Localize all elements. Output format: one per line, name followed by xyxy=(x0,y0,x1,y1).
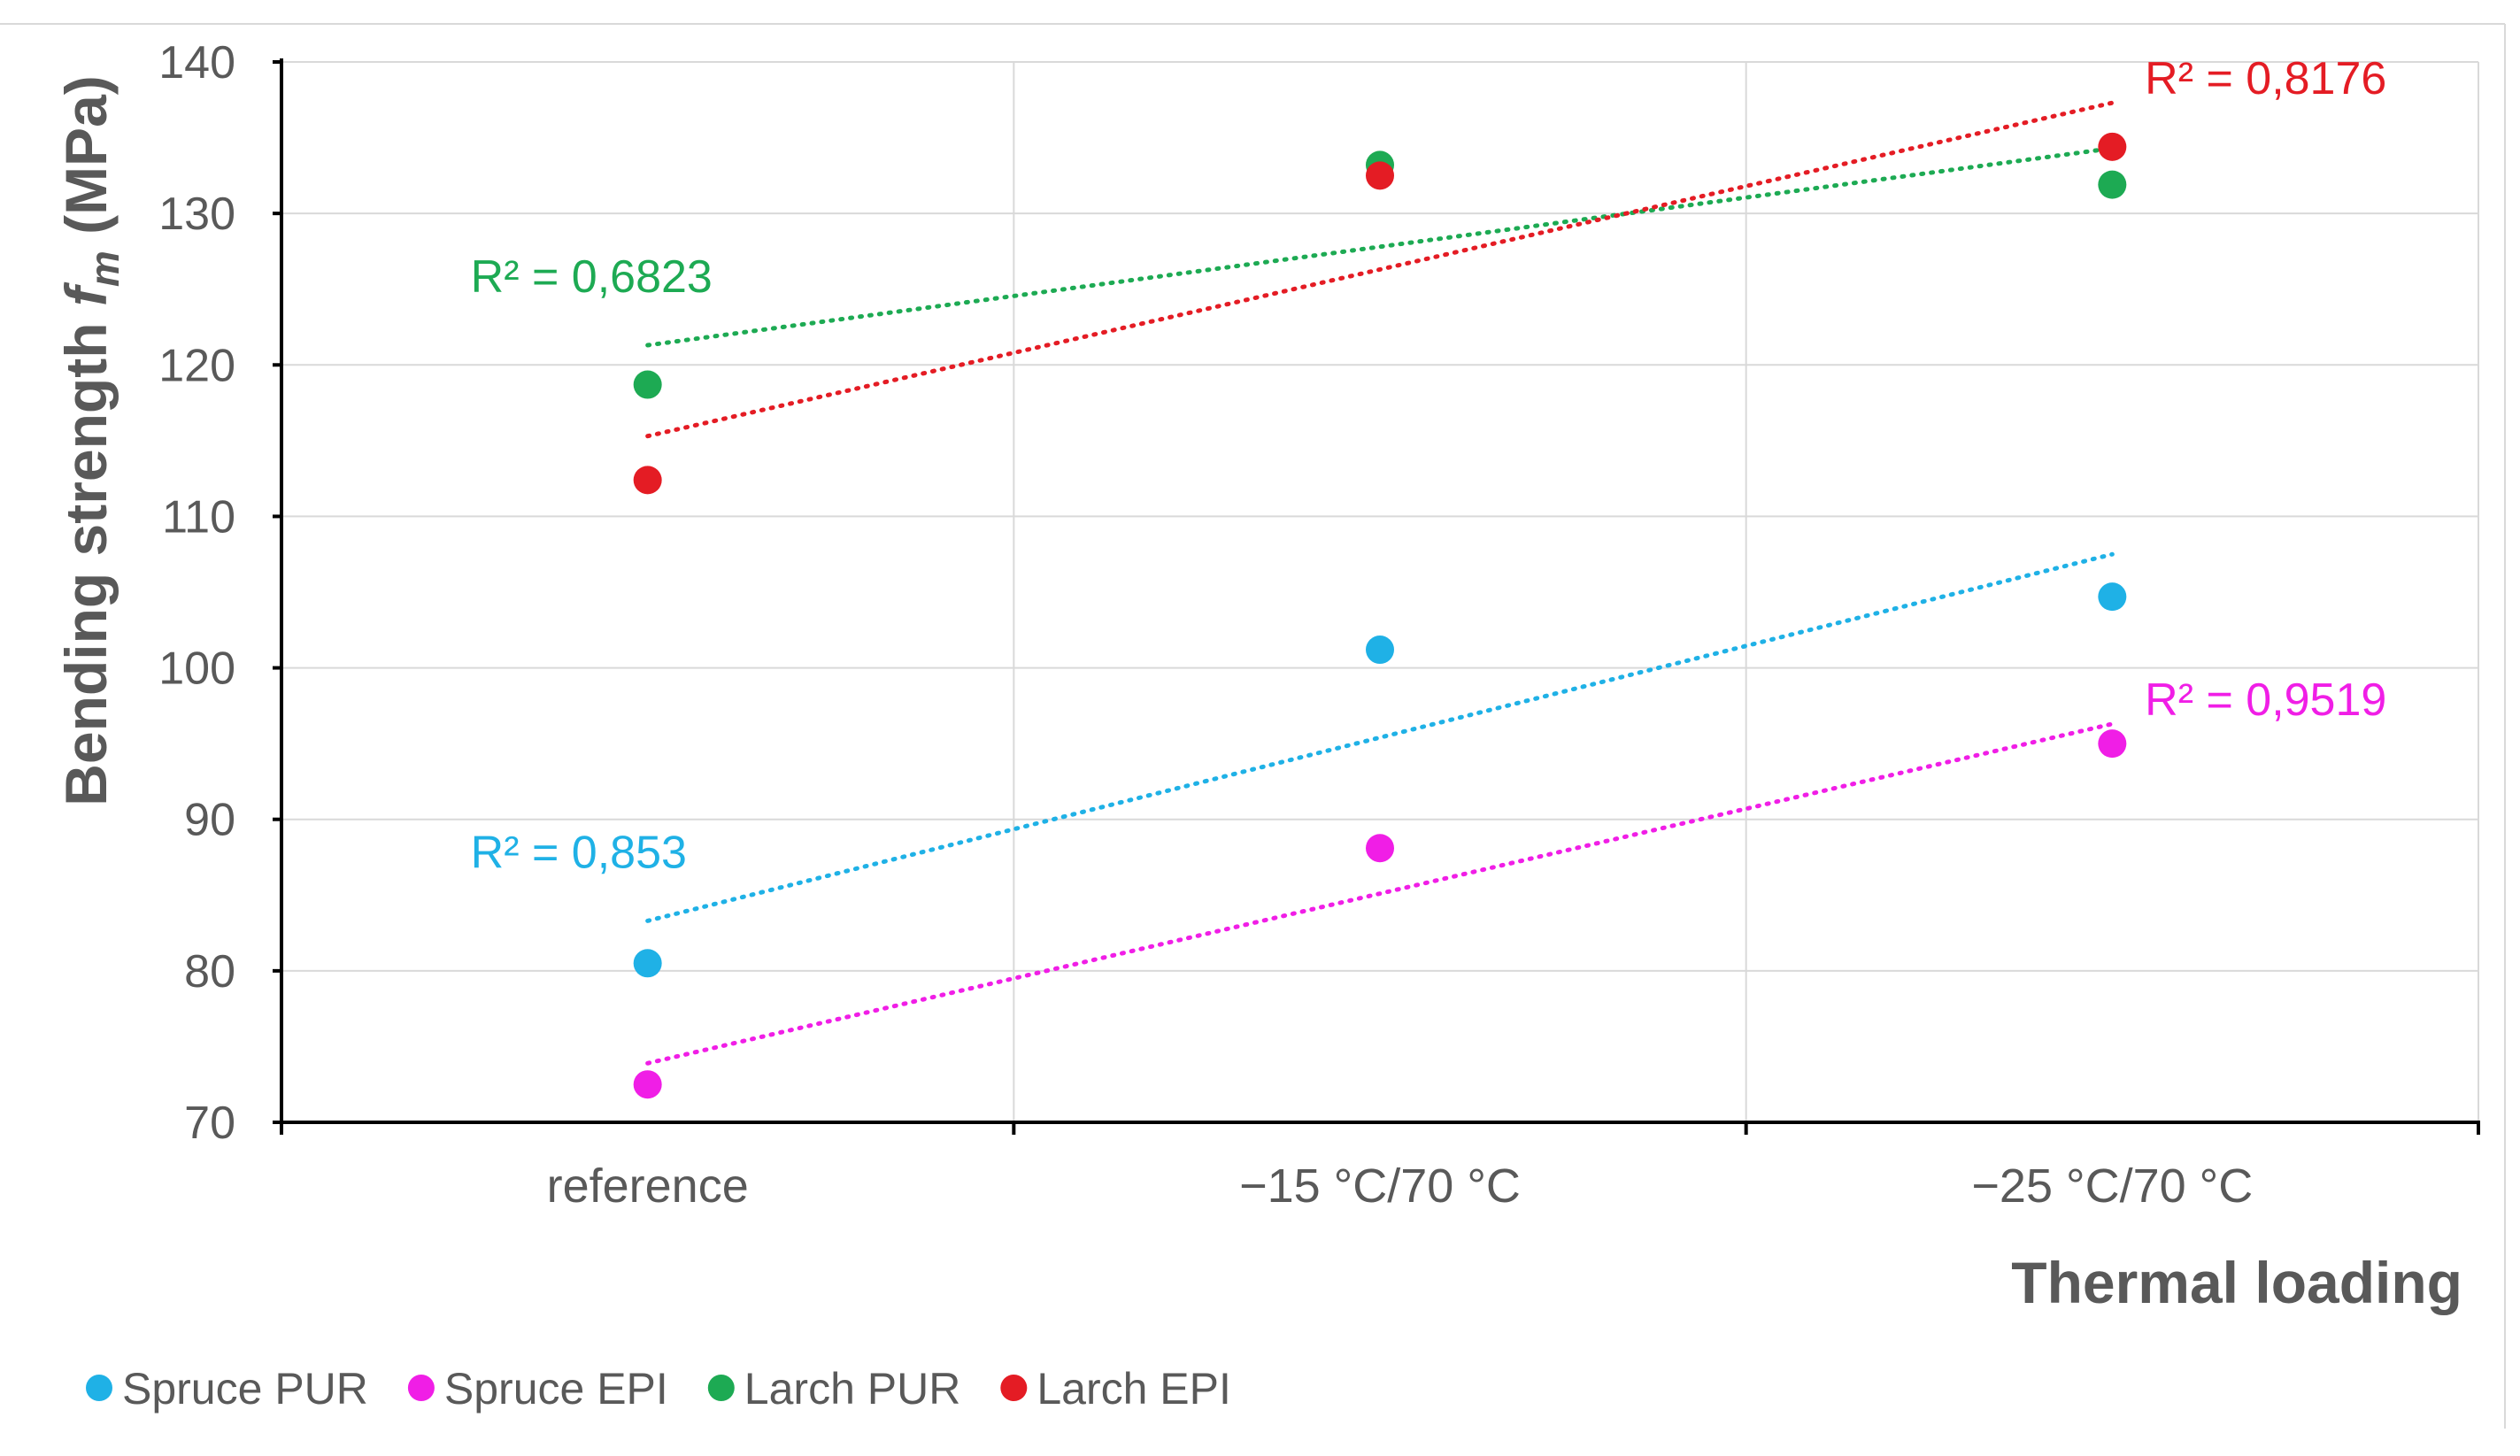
y-tick-label-100: 100 xyxy=(158,643,235,695)
legend-item-spruce-pur: Spruce PUR xyxy=(86,1364,368,1414)
y-axis-title-main: Bending strength xyxy=(53,306,119,806)
point-larch-epi-1 xyxy=(1366,161,1394,190)
x-category-label-2: −25 °C/70 °C xyxy=(1971,1159,2253,1213)
x-axis-title: Thermal loading xyxy=(2011,1250,2462,1315)
y-tick-label-140: 140 xyxy=(158,37,235,89)
legend-label-larch-epi: Larch EPI xyxy=(1037,1364,1231,1414)
legend-marker-larch-pur xyxy=(707,1375,735,1401)
legend-marker-spruce-epi xyxy=(407,1375,435,1401)
point-spruce-pur-2 xyxy=(2098,582,2127,612)
r2-label-spruce-epi: R² = 0,9519 xyxy=(2145,674,2386,726)
trendline-larch-pur xyxy=(645,146,2115,348)
y-axis-title-unit: (MPa) xyxy=(53,75,119,250)
y-tick-label-130: 130 xyxy=(158,189,235,240)
legend-item-spruce-epi: Spruce EPI xyxy=(407,1364,668,1414)
y-tick-label-70: 70 xyxy=(184,1098,235,1149)
legend-label-larch-pur: Larch PUR xyxy=(744,1364,961,1414)
legend-label-spruce-epi: Spruce EPI xyxy=(444,1364,668,1414)
point-spruce-epi-1 xyxy=(1366,834,1394,863)
trendline-spruce-epi xyxy=(645,721,2115,1066)
x-category-labels: reference −15 °C/70 °C −25 °C/70 °C xyxy=(547,1159,2254,1213)
point-larch-pur-2 xyxy=(2098,170,2127,199)
r2-label-larch-epi: R² = 0,8176 xyxy=(2145,53,2386,104)
point-spruce-pur-0 xyxy=(633,949,662,978)
point-larch-epi-0 xyxy=(633,466,662,495)
y-tick-labels: 70 80 90 100 110 120 130 140 xyxy=(158,37,235,1149)
point-spruce-epi-2 xyxy=(2098,729,2127,759)
legend: Spruce PUR Spruce EPI Larch PUR Larch EPI xyxy=(86,1364,1231,1414)
legend-item-larch-pur: Larch PUR xyxy=(707,1364,961,1414)
y-tick-label-90: 90 xyxy=(184,795,235,846)
point-larch-pur-0 xyxy=(633,370,662,399)
legend-marker-spruce-pur xyxy=(86,1375,112,1401)
r2-label-spruce-pur: R² = 0,853 xyxy=(471,827,687,878)
y-tick-label-80: 80 xyxy=(184,946,235,998)
x-category-label-1: −15 °C/70 °C xyxy=(1239,1159,1521,1213)
trendline-larch-epi xyxy=(645,100,2115,439)
legend-item-larch-epi: Larch EPI xyxy=(1000,1364,1231,1414)
r2-labels: R² = 0,853 R² = 0,9519 R² = 0,6823 R² = 0,8… xyxy=(471,53,2387,878)
y-tick-label-110: 110 xyxy=(162,491,235,543)
x-category-label-0: reference xyxy=(547,1159,749,1213)
point-larch-epi-2 xyxy=(2098,132,2127,161)
r2-label-larch-pur: R² = 0,6823 xyxy=(471,251,713,303)
legend-label-spruce-pur: Spruce PUR xyxy=(122,1364,368,1414)
y-tick-label-120: 120 xyxy=(158,340,235,391)
trendlines xyxy=(645,100,2115,1066)
data-points xyxy=(633,132,2127,1099)
legend-marker-larch-epi xyxy=(1000,1375,1028,1401)
y-axis-title-subscript: m xyxy=(81,250,127,287)
axes xyxy=(273,58,2480,1135)
point-spruce-epi-0 xyxy=(633,1070,662,1099)
trendline-spruce-pur xyxy=(645,551,2115,923)
point-spruce-pur-1 xyxy=(1366,636,1394,665)
y-axis-title: Bending strength fm (MPa) xyxy=(53,75,127,806)
